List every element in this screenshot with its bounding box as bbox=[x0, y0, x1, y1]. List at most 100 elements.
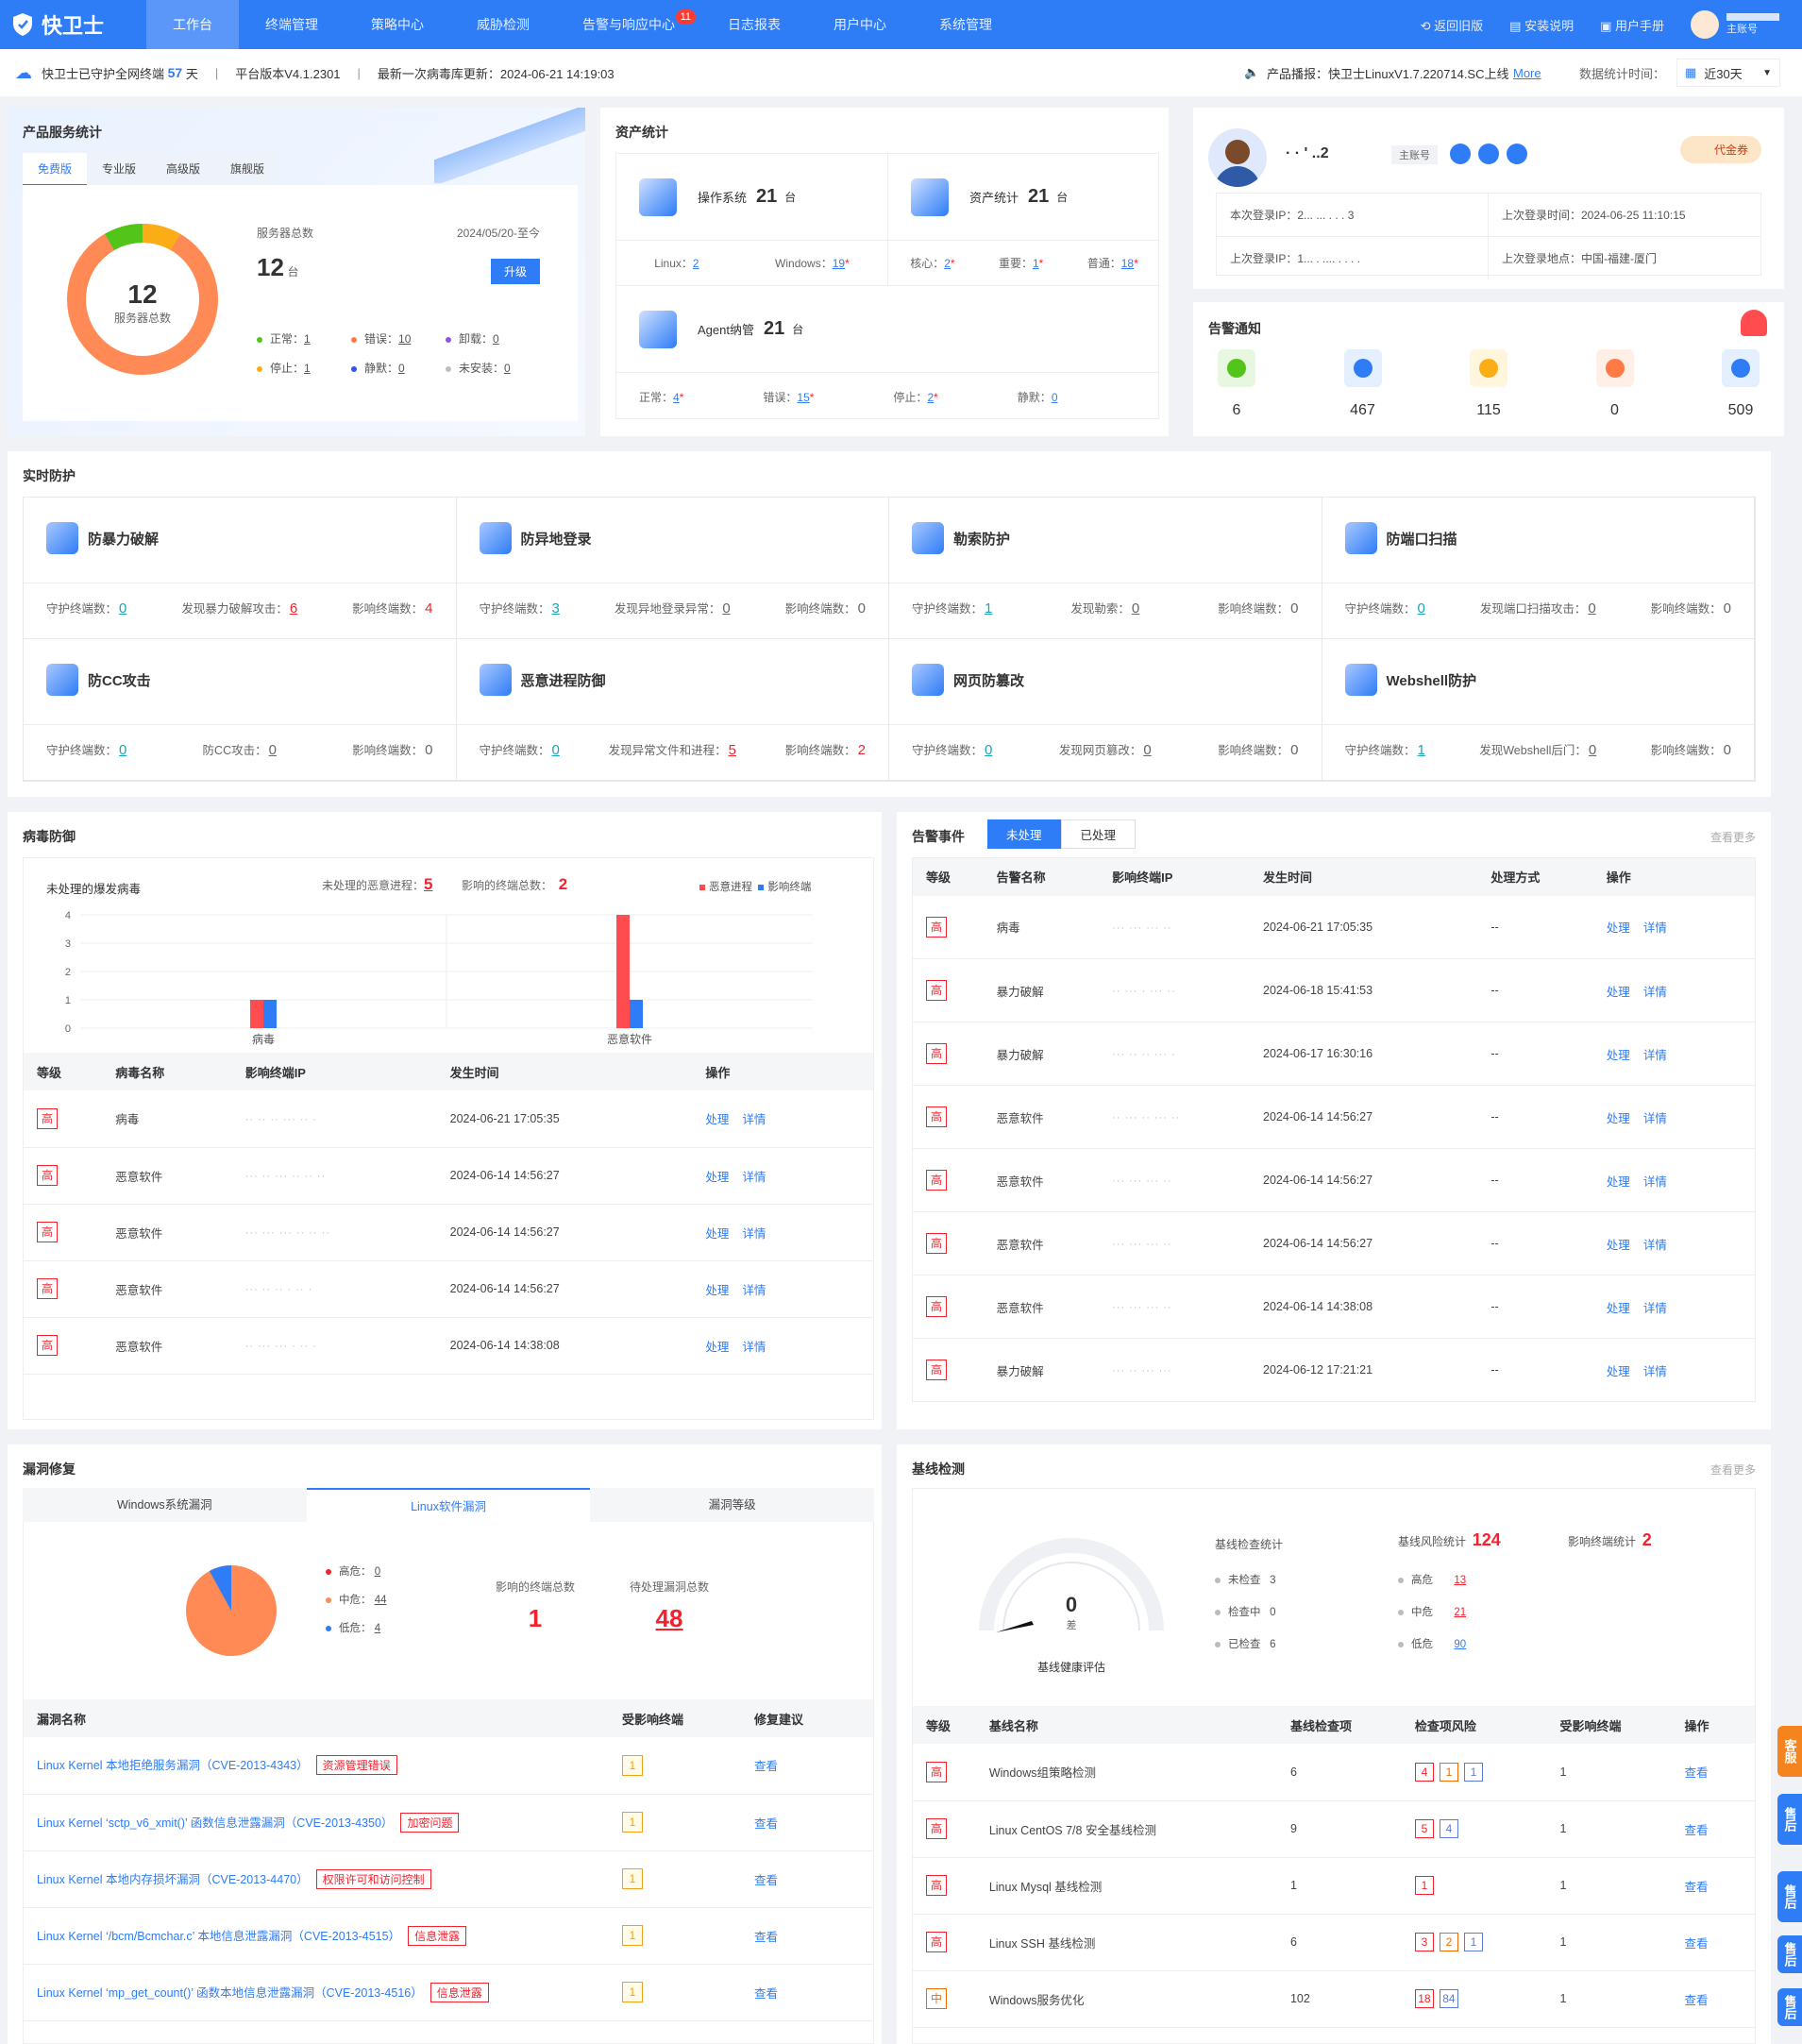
protection-item[interactable]: 勒索防护 守护终端数： 1 发现勒索： 0 影响终端数： 0 bbox=[889, 498, 1322, 639]
handle-button[interactable]: 处理 bbox=[705, 1170, 730, 1184]
pending-count[interactable]: 48 bbox=[655, 1604, 683, 1632]
normal-count[interactable]: 18 bbox=[1120, 257, 1135, 270]
tab-edition[interactable]: 高级版 bbox=[151, 153, 216, 186]
status-count[interactable]: 0 bbox=[398, 362, 405, 375]
detail-button[interactable]: 详情 bbox=[1642, 1301, 1667, 1315]
handle-button[interactable]: 处理 bbox=[705, 1226, 730, 1241]
protection-item[interactable]: Webshell防护 守护终端数： 1 发现Webshell后门： 0 影响终端数： 0 bbox=[1322, 639, 1755, 781]
affected-count[interactable]: 1 bbox=[622, 1812, 643, 1833]
nav-item[interactable]: 告警与响应中心 11 bbox=[556, 0, 701, 49]
detail-button[interactable]: 详情 bbox=[1642, 1238, 1667, 1252]
handle-button[interactable]: 处理 bbox=[1606, 1238, 1630, 1252]
protection-item[interactable]: 网页防篡改 守护终端数： 0 发现网页篡改： 0 影响终端数： 0 bbox=[889, 639, 1322, 781]
agent-silent-count[interactable]: 0 bbox=[1051, 390, 1058, 404]
handle-button[interactable]: 处理 bbox=[1606, 1111, 1630, 1125]
nav-item[interactable]: 威胁检测 bbox=[450, 0, 556, 49]
status-count[interactable]: 10 bbox=[398, 332, 412, 346]
view-more-link[interactable]: 查看更多 bbox=[1709, 831, 1756, 844]
mid-count[interactable]: 44 bbox=[374, 1595, 387, 1606]
view-button[interactable]: 查看 bbox=[754, 1873, 779, 1887]
tab-vuln-type[interactable]: 漏洞等级 bbox=[708, 1498, 756, 1512]
vuln-name-link[interactable]: Linux Kernel ‘/bcm/Bcmchar.c’ 本地信息泄露漏洞（C… bbox=[37, 1929, 401, 1943]
handle-button[interactable]: 处理 bbox=[1606, 1364, 1630, 1378]
status-count[interactable]: 1 bbox=[304, 332, 311, 346]
stat-value[interactable]: 0 bbox=[551, 742, 560, 758]
stat-value[interactable]: 0 bbox=[119, 600, 127, 617]
stat-value[interactable]: 0 bbox=[268, 742, 277, 758]
coupon-button[interactable]: 代金券 bbox=[1679, 136, 1761, 163]
view-button[interactable]: 查看 bbox=[754, 1930, 779, 1944]
high-count[interactable]: 13 bbox=[1454, 1575, 1467, 1586]
install-guide-link[interactable]: ▤ 安装说明 bbox=[1509, 18, 1575, 33]
status-count[interactable]: 0 bbox=[493, 332, 499, 346]
detail-button[interactable]: 详情 bbox=[742, 1113, 766, 1127]
affected-count[interactable]: 1 bbox=[622, 1925, 643, 1946]
protection-item[interactable]: 防异地登录 守护终端数： 3 发现异地登录异常： 0 影响终端数： 0 bbox=[456, 498, 889, 639]
after-sales-button[interactable]: 售后 bbox=[1777, 1988, 1802, 2026]
alert-channel[interactable]: 467 bbox=[1335, 349, 1391, 419]
tab-edition[interactable]: 旗舰版 bbox=[215, 153, 280, 186]
vuln-name-link[interactable]: Linux Kernel ‘mp_get_count()’ 函数本地信息泄露漏洞… bbox=[37, 1985, 423, 2000]
back-old-link[interactable]: ⟲ 返回旧版 bbox=[1420, 18, 1484, 33]
stat-value[interactable]: 0 bbox=[1417, 600, 1425, 617]
view-button[interactable]: 查看 bbox=[1684, 1936, 1709, 1951]
tab-edition[interactable]: 免费版 bbox=[23, 153, 88, 186]
view-more-link[interactable]: 查看更多 bbox=[1709, 1463, 1756, 1477]
handle-button[interactable]: 处理 bbox=[705, 1283, 730, 1297]
bar-affected-terminal[interactable] bbox=[263, 1000, 277, 1028]
handle-button[interactable]: 处理 bbox=[1606, 1301, 1630, 1315]
windows-count[interactable]: 19 bbox=[832, 257, 846, 270]
stat-value[interactable]: 3 bbox=[551, 600, 560, 617]
handle-button[interactable]: 处理 bbox=[1606, 1048, 1630, 1062]
view-button[interactable]: 查看 bbox=[1684, 1993, 1709, 2007]
mid-count[interactable]: 21 bbox=[1454, 1607, 1467, 1618]
low-count[interactable]: 90 bbox=[1454, 1639, 1467, 1650]
nav-item[interactable]: 日志报表 bbox=[701, 0, 807, 49]
linux-count[interactable]: 2 bbox=[692, 257, 699, 270]
detail-button[interactable]: 详情 bbox=[742, 1340, 766, 1354]
stat-value[interactable]: 1 bbox=[1417, 742, 1425, 758]
view-button[interactable]: 查看 bbox=[754, 1816, 779, 1831]
vuln-name-link[interactable]: Linux Kernel 本地拒绝服务漏洞（CVE-2013-4343） bbox=[37, 1759, 309, 1773]
high-count[interactable]: 0 bbox=[374, 1566, 381, 1578]
bar-malicious-process[interactable] bbox=[250, 1000, 263, 1028]
broadcast-more-link[interactable]: More bbox=[1513, 65, 1541, 80]
app-logo[interactable]: 快卫士 bbox=[11, 9, 104, 40]
protection-item[interactable]: 防暴力破解 守护终端数： 0 发现暴力破解攻击： 6 影响终端数： 4 bbox=[24, 498, 457, 639]
after-sales-button[interactable]: 售后 bbox=[1777, 1794, 1802, 1845]
vuln-name-link[interactable]: Linux Kernel ‘sctp_v6_xmit()’ 函数信息泄露漏洞（C… bbox=[37, 1816, 394, 1830]
customer-service-button[interactable]: 客服 bbox=[1777, 1726, 1802, 1777]
tab-edition[interactable]: 专业版 bbox=[87, 153, 152, 186]
agent-stop-count[interactable]: 2 bbox=[927, 390, 935, 404]
nav-item[interactable]: 终端管理 bbox=[239, 0, 345, 49]
alert-channel[interactable]: 0 bbox=[1587, 349, 1643, 419]
agent-error-count[interactable]: 15 bbox=[797, 390, 810, 404]
view-button[interactable]: 查看 bbox=[754, 1760, 779, 1774]
stat-value[interactable]: 5 bbox=[728, 742, 736, 758]
core-count[interactable]: 2 bbox=[944, 257, 951, 270]
stat-value[interactable]: 0 bbox=[1588, 742, 1597, 758]
upgrade-button[interactable]: 升级 bbox=[490, 259, 540, 284]
view-button[interactable]: 查看 bbox=[1684, 1766, 1709, 1781]
stat-value[interactable]: 0 bbox=[985, 742, 993, 758]
protection-item[interactable]: 防端口扫描 守护终端数： 0 发现端口扫描攻击： 0 影响终端数： 0 bbox=[1322, 498, 1755, 639]
status-count[interactable]: 0 bbox=[504, 362, 511, 375]
tab-unhandled[interactable]: 未处理 bbox=[987, 819, 1061, 849]
nav-item[interactable]: 用户中心 bbox=[807, 0, 913, 49]
phone-icon[interactable] bbox=[1478, 144, 1499, 164]
after-sales-button[interactable]: 售后 bbox=[1777, 1871, 1802, 1922]
protection-item[interactable]: 恶意进程防御 守护终端数： 0 发现异常文件和进程： 5 影响终端数： 2 bbox=[456, 639, 889, 781]
view-button[interactable]: 查看 bbox=[1684, 1823, 1709, 1837]
stat-value[interactable]: 0 bbox=[1143, 742, 1152, 758]
user-menu[interactable]: 主账号 bbox=[1691, 10, 1779, 39]
proc-count[interactable]: 5 bbox=[424, 875, 433, 893]
nav-item[interactable]: 策略中心 bbox=[345, 0, 450, 49]
stat-value[interactable]: 1 bbox=[985, 600, 993, 617]
handle-button[interactable]: 处理 bbox=[1606, 1174, 1630, 1189]
bar-affected-terminal[interactable] bbox=[630, 1000, 643, 1028]
detail-button[interactable]: 详情 bbox=[1642, 921, 1667, 936]
alert-channel[interactable]: 6 bbox=[1208, 349, 1265, 419]
view-button[interactable]: 查看 bbox=[1684, 1880, 1709, 1894]
after-sales-button[interactable]: 售后 bbox=[1777, 1935, 1802, 1973]
detail-button[interactable]: 详情 bbox=[742, 1283, 766, 1297]
